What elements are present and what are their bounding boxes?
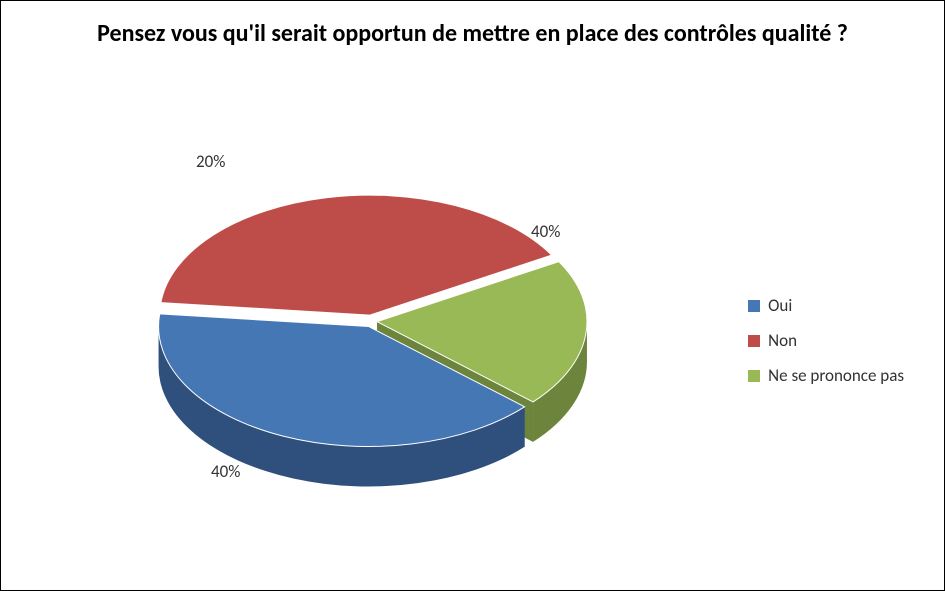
chart-title: Pensez vous qu'il serait opportun de met…: [1, 19, 944, 49]
legend-marker: [748, 300, 760, 312]
chart-container: Pensez vous qu'il serait opportun de met…: [0, 0, 945, 591]
legend: Oui Non Ne se prononce pas: [748, 281, 904, 400]
legend-marker: [748, 335, 760, 347]
data-label: 20%: [196, 151, 225, 172]
data-label: 40%: [211, 461, 240, 482]
legend-item: Non: [748, 330, 904, 351]
legend-item: Oui: [748, 295, 904, 316]
data-label: 40%: [531, 221, 560, 242]
legend-label: Oui: [768, 295, 792, 316]
legend-item: Ne se prononce pas: [748, 365, 904, 386]
legend-label: Non: [768, 330, 797, 351]
legend-marker: [748, 370, 760, 382]
pie-chart: 40% 40% 20%: [121, 131, 621, 551]
legend-label: Ne se prononce pas: [768, 365, 904, 386]
